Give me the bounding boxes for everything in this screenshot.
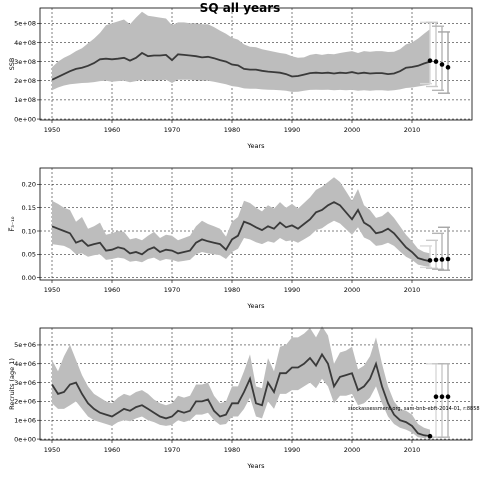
x-tick-label: 2010 <box>404 446 421 454</box>
x-axis-label: Years <box>246 142 265 150</box>
x-tick-label: 1960 <box>104 126 121 134</box>
x-tick-label: 2010 <box>404 286 421 294</box>
x-axis-label: Years <box>246 302 265 310</box>
x-tick-label: 1950 <box>44 286 61 294</box>
y-tick-label: 0.20 <box>22 181 36 189</box>
y-axis-label: SSB <box>8 58 16 71</box>
confidence-band <box>52 177 430 267</box>
y-tick-label: 5e+08 <box>14 20 36 28</box>
y-tick-label: 1e+06 <box>14 417 36 425</box>
y-tick-label: 0.15 <box>22 204 36 212</box>
forecast-point <box>439 394 445 400</box>
y-axis-label: F̅₃₋₁₀ <box>7 216 16 232</box>
x-tick-label: 1980 <box>224 286 241 294</box>
x-tick-label: 1990 <box>284 286 301 294</box>
y-tick-label: 4e+06 <box>14 360 36 368</box>
y-tick-label: 3e+06 <box>14 379 36 387</box>
plot-frame <box>39 167 473 281</box>
y-tick-label: 3e+08 <box>14 58 36 66</box>
y-tick-label: 4e+08 <box>14 39 36 47</box>
y-tick-label: 2e+06 <box>14 398 36 406</box>
fishing-mortality-panel: 1950 1960 1970 1980 1990 2000 2010 0.00 0.05 0.10… <box>7 167 473 310</box>
y-tick-label: 0e+00 <box>14 115 36 123</box>
y-axis-label: Recruits (age 1) <box>8 358 16 410</box>
plot-frame <box>39 7 473 121</box>
forecast-point <box>445 65 451 70</box>
x-tick-label: 2000 <box>344 126 361 134</box>
y-tick-label: 0.10 <box>22 227 36 235</box>
forecast-point <box>427 433 433 439</box>
y-tick-label: 0.00 <box>22 274 36 282</box>
confidence-band <box>52 326 430 439</box>
x-tick-label: 1990 <box>284 126 301 134</box>
estimate-line <box>51 201 431 263</box>
estimate-line <box>51 51 431 81</box>
confidence-band <box>52 11 430 92</box>
x-tick-label: 1990 <box>284 446 301 454</box>
x-tick-label: 1980 <box>224 446 241 454</box>
x-tick-label: 1950 <box>44 446 61 454</box>
x-tick-label: 2010 <box>404 126 421 134</box>
y-tick-label: 5e+06 <box>14 341 36 349</box>
y-tick-label: 1e+08 <box>14 96 36 104</box>
forecast-point <box>433 394 439 400</box>
x-axis-label: Years <box>246 462 265 470</box>
y-tick-label: 2e+08 <box>14 77 36 85</box>
forecast-point <box>433 257 439 263</box>
x-tick-label: 1970 <box>164 446 181 454</box>
forecast-point <box>445 394 451 400</box>
estimate-line <box>51 352 431 438</box>
forecast-point <box>439 62 445 67</box>
ssb-panel: 1950 1960 1970 1980 1990 2000 2010 0e+00 1e+08 2e… <box>8 7 473 150</box>
plot-frame <box>39 327 473 441</box>
y-tick-label: 0.05 <box>22 251 36 259</box>
y-tick-label: 0e+00 <box>14 435 36 443</box>
x-tick-label: 2000 <box>344 446 361 454</box>
x-tick-label: 1980 <box>224 126 241 134</box>
source-note: stockassessment.org, sam-bnb-ebft-2014-0… <box>348 406 480 412</box>
forecast-point <box>427 258 433 263</box>
x-tick-label: 1950 <box>44 126 61 134</box>
x-tick-label: 1960 <box>104 446 121 454</box>
forecast-point <box>433 59 439 64</box>
x-tick-label: 1960 <box>104 286 121 294</box>
x-tick-label: 2000 <box>344 286 361 294</box>
forecast-point <box>445 256 451 262</box>
recruits-panel: 1950 1960 1970 1980 1990 2000 2010 0e+00 1e+06 2e… <box>8 326 473 470</box>
x-tick-label: 1970 <box>164 286 181 294</box>
forecast-point <box>427 58 433 63</box>
x-tick-label: 1970 <box>164 126 181 134</box>
forecast-point <box>439 257 445 262</box>
